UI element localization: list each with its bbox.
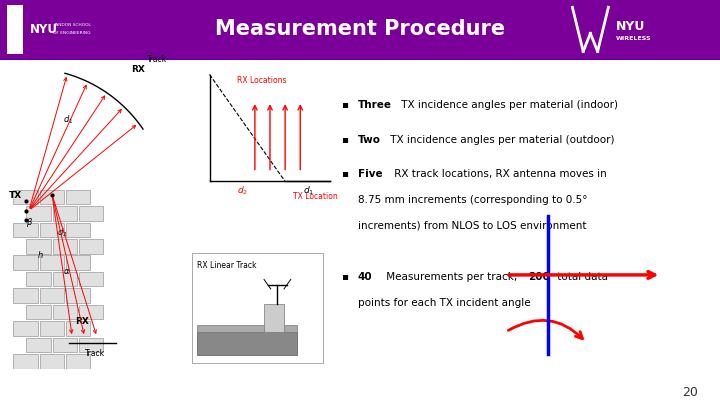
Bar xyxy=(27,305,51,319)
Text: RX: RX xyxy=(76,318,89,326)
Bar xyxy=(14,256,38,270)
Text: Measurement Procedure: Measurement Procedure xyxy=(215,19,505,39)
Bar xyxy=(14,223,38,237)
Bar xyxy=(14,190,38,204)
Bar xyxy=(40,321,64,336)
Bar xyxy=(66,256,91,270)
Bar xyxy=(79,338,104,352)
Bar xyxy=(40,190,64,204)
Bar xyxy=(79,272,104,286)
Text: 40: 40 xyxy=(358,273,372,282)
Bar xyxy=(53,272,77,286)
Text: OF ENGINEERING: OF ENGINEERING xyxy=(53,31,90,34)
Text: NYU: NYU xyxy=(30,23,58,36)
Text: 20: 20 xyxy=(683,386,698,399)
Bar xyxy=(27,206,51,221)
Bar xyxy=(66,223,91,237)
Text: $\beta$: $\beta$ xyxy=(27,216,34,229)
Bar xyxy=(66,190,91,204)
Bar xyxy=(40,288,64,303)
Bar xyxy=(53,305,77,319)
Text: $d_2$: $d_2$ xyxy=(57,227,67,239)
Text: TX: TX xyxy=(9,191,22,200)
Bar xyxy=(264,304,284,333)
Text: TANDON SCHOOL: TANDON SCHOOL xyxy=(53,23,91,26)
Text: points for each TX incident angle: points for each TX incident angle xyxy=(358,298,531,308)
Bar xyxy=(66,354,91,369)
Text: 8.75 mm increments (corresponding to 0.5°: 8.75 mm increments (corresponding to 0.5… xyxy=(358,195,588,205)
Bar xyxy=(79,239,104,254)
Text: RX Locations: RX Locations xyxy=(237,77,287,85)
Bar xyxy=(79,206,104,221)
Text: RX: RX xyxy=(131,65,145,74)
Text: $d_1$: $d_1$ xyxy=(303,185,315,197)
Bar xyxy=(53,239,77,254)
Text: $d_1$: $d_1$ xyxy=(63,113,73,126)
Text: Track: Track xyxy=(85,349,104,358)
Text: ▪: ▪ xyxy=(342,273,352,282)
Text: TX incidence angles per material (outdoor): TX incidence angles per material (outdoo… xyxy=(387,135,615,145)
Text: Two: Two xyxy=(358,135,381,145)
Text: 200: 200 xyxy=(528,273,549,282)
Bar xyxy=(53,206,77,221)
Bar xyxy=(66,288,91,303)
Bar xyxy=(14,354,38,369)
Text: TX Location: TX Location xyxy=(292,192,338,201)
Bar xyxy=(40,223,64,237)
Text: $h$: $h$ xyxy=(37,249,43,260)
Text: Measurements per track,: Measurements per track, xyxy=(383,273,521,282)
Text: Track: Track xyxy=(147,55,166,64)
FancyArrowPatch shape xyxy=(508,320,582,339)
Text: $\alpha$: $\alpha$ xyxy=(63,267,71,276)
Bar xyxy=(79,305,104,319)
Text: RX track locations, RX antenna moves in: RX track locations, RX antenna moves in xyxy=(391,169,607,179)
Text: WIRELESS: WIRELESS xyxy=(616,36,651,41)
Bar xyxy=(40,354,64,369)
Text: NYU: NYU xyxy=(616,19,645,33)
Bar xyxy=(27,272,51,286)
Bar xyxy=(66,321,91,336)
Bar xyxy=(14,288,38,303)
Text: ▪: ▪ xyxy=(342,135,352,145)
Text: TX incidence angles per material (indoor): TX incidence angles per material (indoor… xyxy=(398,100,618,110)
Bar xyxy=(0,0,720,59)
Text: $d_2$: $d_2$ xyxy=(237,185,248,197)
Bar xyxy=(14,321,38,336)
Text: RX Linear Track: RX Linear Track xyxy=(197,261,257,270)
Text: total data: total data xyxy=(554,273,608,282)
Bar xyxy=(53,338,77,352)
Bar xyxy=(40,256,64,270)
Text: ▪: ▪ xyxy=(342,100,352,110)
Text: increments) from NLOS to LOS environment: increments) from NLOS to LOS environment xyxy=(358,220,586,230)
Bar xyxy=(197,333,297,355)
Text: ▪: ▪ xyxy=(342,169,352,179)
Bar xyxy=(27,338,51,352)
Text: Five: Five xyxy=(358,169,382,179)
Bar xyxy=(197,325,297,333)
Text: Three: Three xyxy=(358,100,392,110)
Bar xyxy=(7,5,23,54)
Bar xyxy=(27,239,51,254)
